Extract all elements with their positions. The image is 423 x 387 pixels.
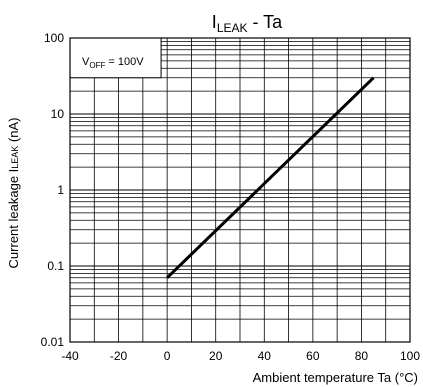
chart-title: ILEAK - Ta (212, 12, 283, 35)
x-tick-label: 100 (400, 349, 420, 363)
x-tick-label: -20 (110, 349, 128, 363)
annotation-sub: OFF (89, 61, 105, 70)
y-tick-label: 0.01 (41, 335, 65, 349)
y-axis-label-main: Current leakage I (6, 169, 21, 269)
chart-title-rest: - Ta (248, 12, 284, 32)
annotation-main: V (82, 56, 90, 68)
y-tick-label: 10 (51, 107, 65, 121)
y-axis-label-unit: (nA) (6, 118, 21, 146)
x-tick-labels: -40 -20 0 20 40 60 80 100 (61, 349, 420, 363)
x-tick-label: -40 (61, 349, 79, 363)
y-tick-label: 100 (44, 31, 64, 45)
annotation-box: VOFF = 100V (69, 37, 162, 79)
y-tick-label: 0.1 (47, 259, 64, 273)
x-tick-label: 20 (209, 349, 223, 363)
series-line (166, 76, 375, 279)
grid-lines (69, 37, 411, 343)
x-axis-label: Ambient temperature Ta (°C) (253, 370, 418, 385)
annotation-box-bg (69, 37, 162, 79)
y-tick-labels: 0.01 0.1 1 10 100 (41, 31, 65, 349)
plot-frame (69, 37, 411, 343)
chart-title-main: I (212, 12, 217, 32)
y-axis-label: Current leakage ILEAK (nA) (6, 118, 21, 269)
y-axis-label-sub: LEAK (10, 146, 20, 169)
x-tick-label: 60 (306, 349, 320, 363)
annotation-rest: = 100V (105, 56, 144, 68)
x-tick-label: 0 (164, 349, 171, 363)
chart-title-sub: LEAK (217, 21, 248, 35)
annotation-text: VOFF = 100V (82, 56, 144, 70)
x-tick-label: 40 (258, 349, 272, 363)
x-tick-label: 80 (355, 349, 369, 363)
y-tick-label: 1 (57, 183, 64, 197)
